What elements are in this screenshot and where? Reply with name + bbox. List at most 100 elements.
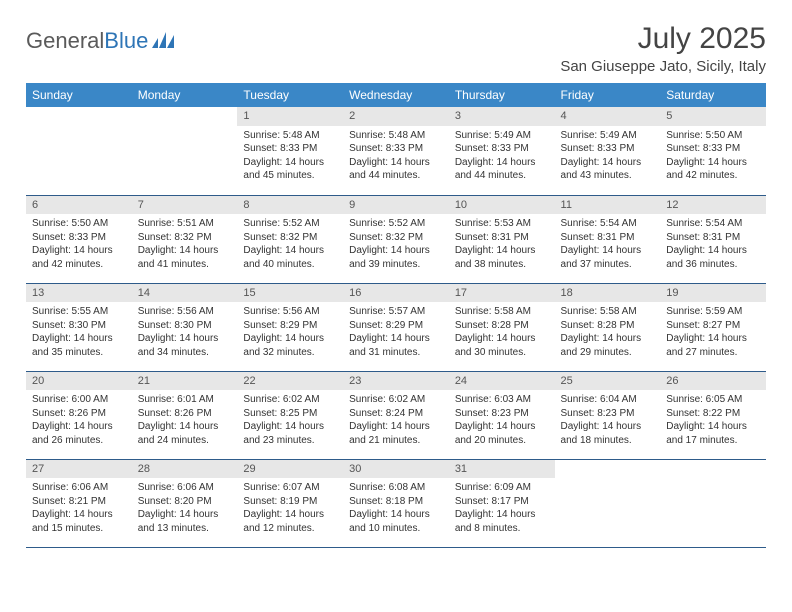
day-number: 1 bbox=[237, 107, 343, 126]
sunset-text: Sunset: 8:25 PM bbox=[243, 407, 337, 421]
daylight-text: Daylight: 14 hours and 35 minutes. bbox=[32, 332, 126, 359]
sunset-text: Sunset: 8:33 PM bbox=[243, 142, 337, 156]
sunrise-text: Sunrise: 5:53 AM bbox=[455, 217, 549, 231]
sunrise-text: Sunrise: 6:06 AM bbox=[138, 481, 232, 495]
sunset-text: Sunset: 8:30 PM bbox=[32, 319, 126, 333]
calendar-body: 1Sunrise: 5:48 AMSunset: 8:33 PMDaylight… bbox=[26, 107, 766, 547]
sunrise-text: Sunrise: 5:48 AM bbox=[243, 129, 337, 143]
daylight-text: Daylight: 14 hours and 32 minutes. bbox=[243, 332, 337, 359]
sunset-text: Sunset: 8:33 PM bbox=[666, 142, 760, 156]
calendar-row: 13Sunrise: 5:55 AMSunset: 8:30 PMDayligh… bbox=[26, 283, 766, 371]
sunset-text: Sunset: 8:27 PM bbox=[666, 319, 760, 333]
sunset-text: Sunset: 8:32 PM bbox=[138, 231, 232, 245]
calendar-cell: 26Sunrise: 6:05 AMSunset: 8:22 PMDayligh… bbox=[660, 371, 766, 459]
calendar-cell bbox=[132, 107, 238, 195]
cell-body: Sunrise: 5:56 AMSunset: 8:30 PMDaylight:… bbox=[132, 302, 238, 363]
sunrise-text: Sunrise: 6:03 AM bbox=[455, 393, 549, 407]
daylight-text: Daylight: 14 hours and 31 minutes. bbox=[349, 332, 443, 359]
cell-body: Sunrise: 5:54 AMSunset: 8:31 PMDaylight:… bbox=[555, 214, 661, 275]
sunrise-text: Sunrise: 6:00 AM bbox=[32, 393, 126, 407]
cell-body: Sunrise: 5:49 AMSunset: 8:33 PMDaylight:… bbox=[555, 126, 661, 187]
daylight-text: Daylight: 14 hours and 12 minutes. bbox=[243, 508, 337, 535]
sunrise-text: Sunrise: 5:52 AM bbox=[243, 217, 337, 231]
day-number: 26 bbox=[660, 372, 766, 391]
day-number: 9 bbox=[343, 196, 449, 215]
daylight-text: Daylight: 14 hours and 42 minutes. bbox=[666, 156, 760, 183]
calendar-cell: 18Sunrise: 5:58 AMSunset: 8:28 PMDayligh… bbox=[555, 283, 661, 371]
cell-body: Sunrise: 5:58 AMSunset: 8:28 PMDaylight:… bbox=[449, 302, 555, 363]
cell-body: Sunrise: 5:58 AMSunset: 8:28 PMDaylight:… bbox=[555, 302, 661, 363]
calendar-cell: 29Sunrise: 6:07 AMSunset: 8:19 PMDayligh… bbox=[237, 459, 343, 547]
sunset-text: Sunset: 8:29 PM bbox=[243, 319, 337, 333]
sunrise-text: Sunrise: 5:56 AM bbox=[138, 305, 232, 319]
sunset-text: Sunset: 8:20 PM bbox=[138, 495, 232, 509]
logo-text-1: General bbox=[26, 28, 104, 54]
weekday-header: Tuesday bbox=[237, 83, 343, 107]
day-number: 2 bbox=[343, 107, 449, 126]
calendar-cell: 13Sunrise: 5:55 AMSunset: 8:30 PMDayligh… bbox=[26, 283, 132, 371]
sunset-text: Sunset: 8:18 PM bbox=[349, 495, 443, 509]
day-number: 14 bbox=[132, 284, 238, 303]
day-number: 15 bbox=[237, 284, 343, 303]
sunset-text: Sunset: 8:17 PM bbox=[455, 495, 549, 509]
sunrise-text: Sunrise: 5:56 AM bbox=[243, 305, 337, 319]
daylight-text: Daylight: 14 hours and 44 minutes. bbox=[349, 156, 443, 183]
weekday-header: Wednesday bbox=[343, 83, 449, 107]
calendar-cell: 8Sunrise: 5:52 AMSunset: 8:32 PMDaylight… bbox=[237, 195, 343, 283]
cell-body: Sunrise: 6:00 AMSunset: 8:26 PMDaylight:… bbox=[26, 390, 132, 451]
calendar-cell: 14Sunrise: 5:56 AMSunset: 8:30 PMDayligh… bbox=[132, 283, 238, 371]
calendar-cell bbox=[660, 459, 766, 547]
cell-body: Sunrise: 6:08 AMSunset: 8:18 PMDaylight:… bbox=[343, 478, 449, 539]
daylight-text: Daylight: 14 hours and 37 minutes. bbox=[561, 244, 655, 271]
calendar-cell: 7Sunrise: 5:51 AMSunset: 8:32 PMDaylight… bbox=[132, 195, 238, 283]
day-number: 30 bbox=[343, 460, 449, 479]
calendar-cell: 20Sunrise: 6:00 AMSunset: 8:26 PMDayligh… bbox=[26, 371, 132, 459]
daylight-text: Daylight: 14 hours and 43 minutes. bbox=[561, 156, 655, 183]
weekday-header: Thursday bbox=[449, 83, 555, 107]
daylight-text: Daylight: 14 hours and 34 minutes. bbox=[138, 332, 232, 359]
calendar-cell: 6Sunrise: 5:50 AMSunset: 8:33 PMDaylight… bbox=[26, 195, 132, 283]
calendar-cell: 3Sunrise: 5:49 AMSunset: 8:33 PMDaylight… bbox=[449, 107, 555, 195]
day-number: 16 bbox=[343, 284, 449, 303]
day-number: 12 bbox=[660, 196, 766, 215]
cell-body: Sunrise: 6:06 AMSunset: 8:20 PMDaylight:… bbox=[132, 478, 238, 539]
calendar-table: SundayMondayTuesdayWednesdayThursdayFrid… bbox=[26, 83, 766, 548]
sunset-text: Sunset: 8:21 PM bbox=[32, 495, 126, 509]
calendar-cell bbox=[26, 107, 132, 195]
calendar-cell: 22Sunrise: 6:02 AMSunset: 8:25 PMDayligh… bbox=[237, 371, 343, 459]
daylight-text: Daylight: 14 hours and 15 minutes. bbox=[32, 508, 126, 535]
cell-body: Sunrise: 5:49 AMSunset: 8:33 PMDaylight:… bbox=[449, 126, 555, 187]
calendar-cell: 24Sunrise: 6:03 AMSunset: 8:23 PMDayligh… bbox=[449, 371, 555, 459]
sunset-text: Sunset: 8:22 PM bbox=[666, 407, 760, 421]
day-number: 22 bbox=[237, 372, 343, 391]
day-number: 27 bbox=[26, 460, 132, 479]
header: GeneralBlue July 2025 San Giuseppe Jato,… bbox=[26, 22, 766, 75]
cell-body: Sunrise: 5:50 AMSunset: 8:33 PMDaylight:… bbox=[660, 126, 766, 187]
sunrise-text: Sunrise: 5:54 AM bbox=[666, 217, 760, 231]
weekday-header-row: SundayMondayTuesdayWednesdayThursdayFrid… bbox=[26, 83, 766, 107]
sunset-text: Sunset: 8:31 PM bbox=[455, 231, 549, 245]
daylight-text: Daylight: 14 hours and 40 minutes. bbox=[243, 244, 337, 271]
sunset-text: Sunset: 8:26 PM bbox=[32, 407, 126, 421]
daylight-text: Daylight: 14 hours and 38 minutes. bbox=[455, 244, 549, 271]
calendar-row: 1Sunrise: 5:48 AMSunset: 8:33 PMDaylight… bbox=[26, 107, 766, 195]
cell-body: Sunrise: 5:57 AMSunset: 8:29 PMDaylight:… bbox=[343, 302, 449, 363]
sunset-text: Sunset: 8:28 PM bbox=[455, 319, 549, 333]
day-number: 29 bbox=[237, 460, 343, 479]
daylight-text: Daylight: 14 hours and 42 minutes. bbox=[32, 244, 126, 271]
cell-body: Sunrise: 6:02 AMSunset: 8:24 PMDaylight:… bbox=[343, 390, 449, 451]
location: San Giuseppe Jato, Sicily, Italy bbox=[560, 58, 766, 75]
sunrise-text: Sunrise: 6:04 AM bbox=[561, 393, 655, 407]
daylight-text: Daylight: 14 hours and 39 minutes. bbox=[349, 244, 443, 271]
day-number: 25 bbox=[555, 372, 661, 391]
cell-body: Sunrise: 5:55 AMSunset: 8:30 PMDaylight:… bbox=[26, 302, 132, 363]
day-number: 20 bbox=[26, 372, 132, 391]
sunset-text: Sunset: 8:23 PM bbox=[561, 407, 655, 421]
sunset-text: Sunset: 8:29 PM bbox=[349, 319, 443, 333]
sunset-text: Sunset: 8:26 PM bbox=[138, 407, 232, 421]
sunset-text: Sunset: 8:33 PM bbox=[349, 142, 443, 156]
cell-body: Sunrise: 6:09 AMSunset: 8:17 PMDaylight:… bbox=[449, 478, 555, 539]
cell-body: Sunrise: 5:56 AMSunset: 8:29 PMDaylight:… bbox=[237, 302, 343, 363]
sunset-text: Sunset: 8:30 PM bbox=[138, 319, 232, 333]
day-number: 11 bbox=[555, 196, 661, 215]
